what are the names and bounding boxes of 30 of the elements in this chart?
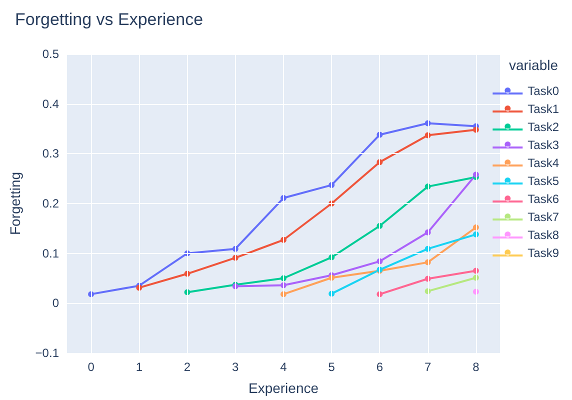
legend-label: Task7	[528, 210, 560, 224]
legend-label: Task9	[528, 246, 560, 260]
y-tick-label: 0.1	[42, 246, 60, 260]
legend-label: Task0	[528, 84, 560, 98]
x-tick-label: 2	[184, 360, 191, 374]
x-tick-label: 0	[88, 360, 95, 374]
legend-label: Task6	[528, 192, 560, 206]
x-tick-label: 3	[232, 360, 240, 374]
y-tick-label: 0.3	[42, 146, 60, 161]
y-tick-label: 0.2	[42, 196, 60, 210]
y-tick-label: −0.1	[35, 346, 60, 360]
x-tick-label: 8	[472, 360, 480, 374]
legend-label: Task2	[528, 120, 560, 134]
x-tick-label: 5	[328, 360, 336, 374]
y-tick-label: 0	[52, 296, 60, 310]
y-tick-label: 0.4	[42, 96, 60, 111]
legend-label: Task5	[528, 174, 560, 188]
y-tick-label: 0.5	[42, 47, 60, 61]
x-axis-title: Experience	[248, 380, 319, 396]
x-tick-label: 7	[424, 360, 432, 374]
legend-label: Task8	[528, 228, 560, 242]
legend-label: Task1	[528, 102, 560, 116]
y-axis-title: Forgetting	[7, 172, 23, 236]
legend-title: variable	[508, 57, 558, 73]
x-tick-label: 6	[376, 360, 384, 374]
chart-title: Forgetting vs Experience	[15, 10, 204, 29]
legend-label: Task4	[528, 156, 560, 170]
x-tick-label: 4	[280, 360, 288, 374]
x-tick-label: 1	[136, 360, 143, 374]
legend-label: Task3	[528, 138, 560, 152]
